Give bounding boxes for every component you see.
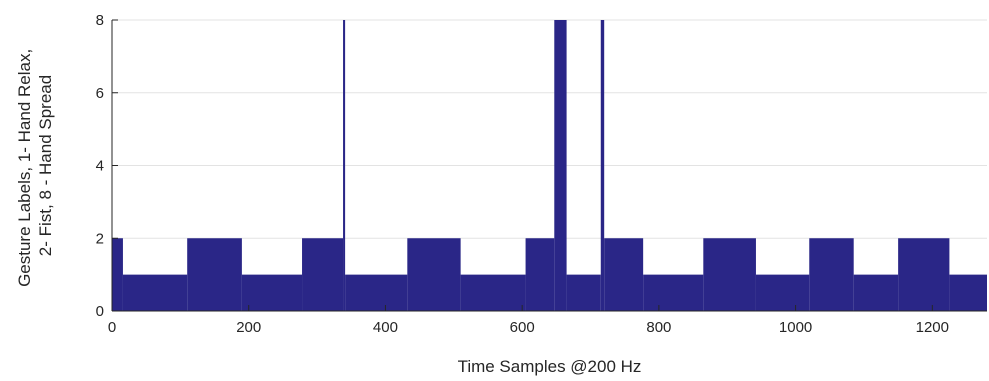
step-bar-9: [525, 238, 555, 311]
step-bar-1: [122, 274, 188, 311]
x-tick-label: 600: [510, 319, 535, 336]
step-bar-10: [554, 20, 567, 311]
y-tick-label: 6: [96, 85, 104, 102]
step-bar-5: [343, 20, 346, 311]
y-axis-label-line-2: 2- Fist, 8 - Hand Spread: [36, 75, 55, 256]
step-bar-7: [407, 238, 461, 311]
step-bar-16: [755, 274, 810, 311]
step-bar-11: [566, 274, 601, 311]
x-axis-label: Time Samples @200 Hz: [458, 357, 642, 376]
step-bar-13: [604, 238, 644, 311]
x-tick-label: 1000: [779, 319, 812, 336]
step-bar-20: [949, 274, 987, 311]
x-tick-label: 800: [646, 319, 671, 336]
step-bar-4: [302, 238, 344, 311]
series-area: [112, 20, 987, 311]
y-axis-label-line-1: Gesture Labels, 1- Hand Relax,: [15, 49, 34, 287]
gridlines: [112, 19, 987, 239]
step-bar-2: [187, 238, 242, 311]
step-bar-12: [600, 20, 605, 311]
x-tick-label: 1200: [916, 319, 949, 336]
y-tick-label: 8: [96, 12, 104, 29]
y-tick-label: 4: [96, 158, 104, 175]
x-tick-label: 0: [108, 319, 116, 336]
y-tick-label: 2: [96, 230, 104, 247]
x-tick-label: 400: [373, 319, 398, 336]
step-bar-17: [809, 238, 854, 311]
y-ticks: 0 2 4 6 8: [96, 12, 118, 320]
step-bar-8: [460, 274, 526, 311]
step-bar-19: [898, 238, 950, 311]
step-bar-18: [853, 274, 899, 311]
step-bar-15: [703, 238, 756, 311]
y-tick-label: 0: [96, 303, 104, 320]
step-bar-6: [345, 274, 408, 311]
step-bar-14: [643, 274, 704, 311]
step-bar-3: [241, 274, 303, 311]
x-tick-label: 200: [236, 319, 261, 336]
step-bar-0: [112, 238, 123, 311]
x-ticks: 0 200 400 600 800 1000 1200: [108, 305, 949, 336]
y-axis-label: Gesture Labels, 1- Hand Relax, 2- Fist, …: [15, 44, 55, 287]
